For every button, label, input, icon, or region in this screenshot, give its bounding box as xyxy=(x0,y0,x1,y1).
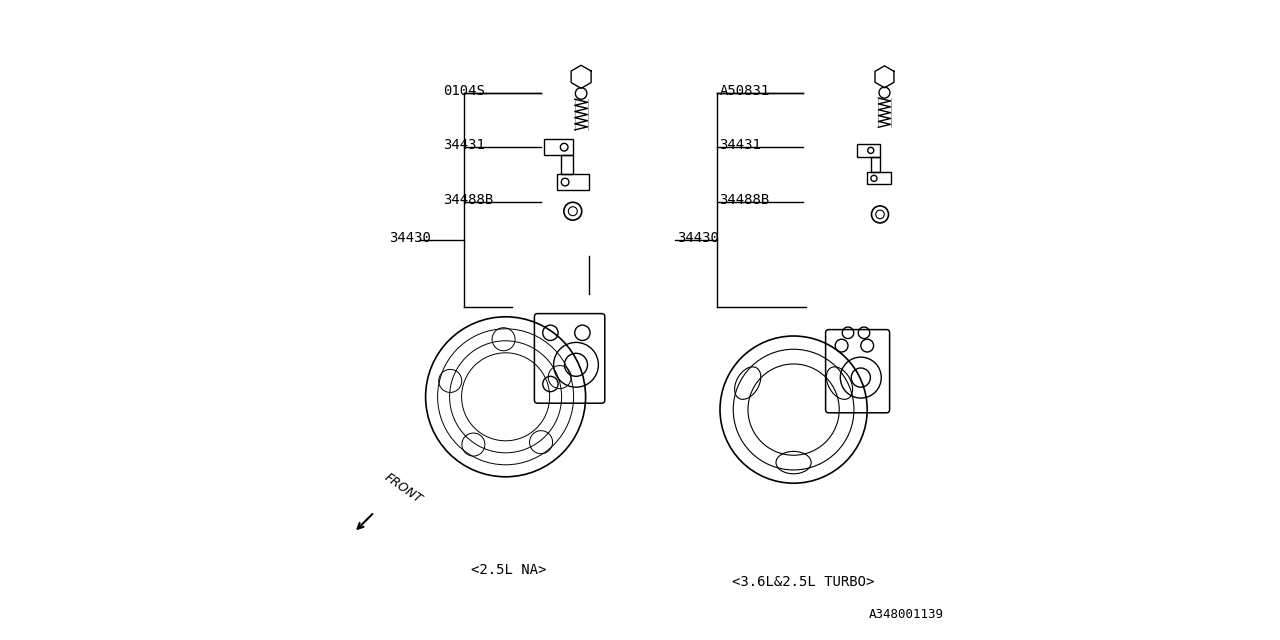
Text: 34430: 34430 xyxy=(677,231,719,245)
Bar xyxy=(561,156,573,174)
Text: <2.5L NA>: <2.5L NA> xyxy=(471,563,547,577)
Bar xyxy=(870,157,881,172)
Text: 34488B: 34488B xyxy=(444,193,494,207)
Bar xyxy=(544,140,573,156)
Text: FRONT: FRONT xyxy=(381,470,425,506)
Text: 0104S: 0104S xyxy=(444,84,485,98)
Bar xyxy=(867,172,891,184)
Text: 34430: 34430 xyxy=(389,231,431,245)
Text: 34431: 34431 xyxy=(444,138,485,152)
Text: A50831: A50831 xyxy=(719,84,769,98)
Bar xyxy=(856,144,881,157)
Text: <3.6L&2.5L TURBO>: <3.6L&2.5L TURBO> xyxy=(732,575,874,589)
Text: 34431: 34431 xyxy=(719,138,762,152)
Text: 34488B: 34488B xyxy=(719,193,769,207)
Bar xyxy=(557,175,589,191)
Text: A348001139: A348001139 xyxy=(869,608,945,621)
